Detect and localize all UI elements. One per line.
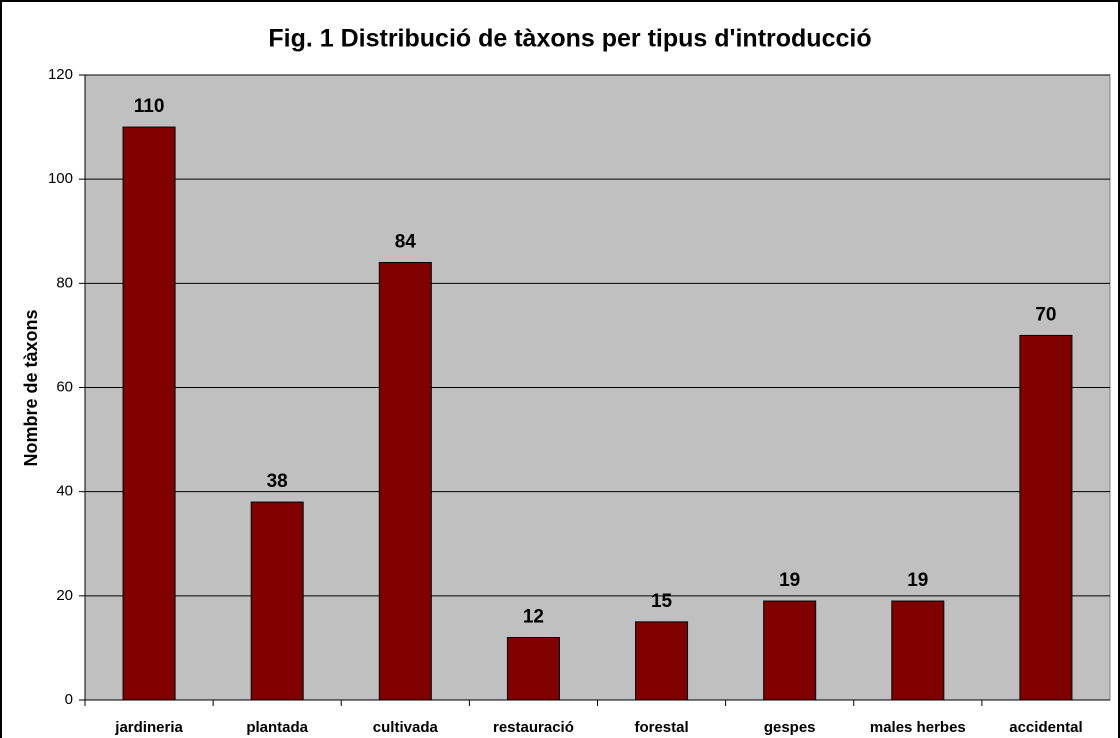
bar xyxy=(635,621,689,701)
bar xyxy=(891,600,945,701)
y-tick-label: 100 xyxy=(48,170,73,187)
y-tick-label: 20 xyxy=(56,587,73,604)
bar xyxy=(250,501,304,701)
bar xyxy=(1019,334,1073,701)
y-tick-label: 40 xyxy=(56,483,73,500)
data-label: 19 xyxy=(907,570,928,591)
x-tick-label: cultivada xyxy=(373,719,439,736)
data-label: 38 xyxy=(267,471,288,492)
y-tick-label: 120 xyxy=(48,66,73,83)
x-tick-label: plantada xyxy=(246,719,308,736)
data-label: 110 xyxy=(134,96,165,117)
x-tick-label: males herbes xyxy=(870,719,966,736)
bar xyxy=(763,600,817,701)
y-tick-label: 80 xyxy=(56,274,73,291)
x-tick-label: forestal xyxy=(634,719,688,736)
x-tick-label: jardineria xyxy=(114,719,183,736)
bar xyxy=(378,262,432,701)
data-label: 84 xyxy=(395,232,417,253)
x-tick-label: accidental xyxy=(1009,719,1082,736)
bar xyxy=(122,126,176,701)
y-axis-label: Nombre de tàxons xyxy=(21,309,41,466)
y-tick-label: 0 xyxy=(65,691,73,708)
x-tick-label: restauració xyxy=(493,719,574,736)
data-label: 15 xyxy=(651,591,673,612)
data-label: 12 xyxy=(523,607,544,628)
chart-title: Fig. 1 Distribució de tàxons per tipus d… xyxy=(268,25,871,53)
y-tick-label: 60 xyxy=(56,378,73,395)
bar xyxy=(506,637,560,701)
data-label: 19 xyxy=(779,570,800,591)
x-tick-label: gespes xyxy=(764,719,816,736)
data-label: 70 xyxy=(1035,304,1056,325)
